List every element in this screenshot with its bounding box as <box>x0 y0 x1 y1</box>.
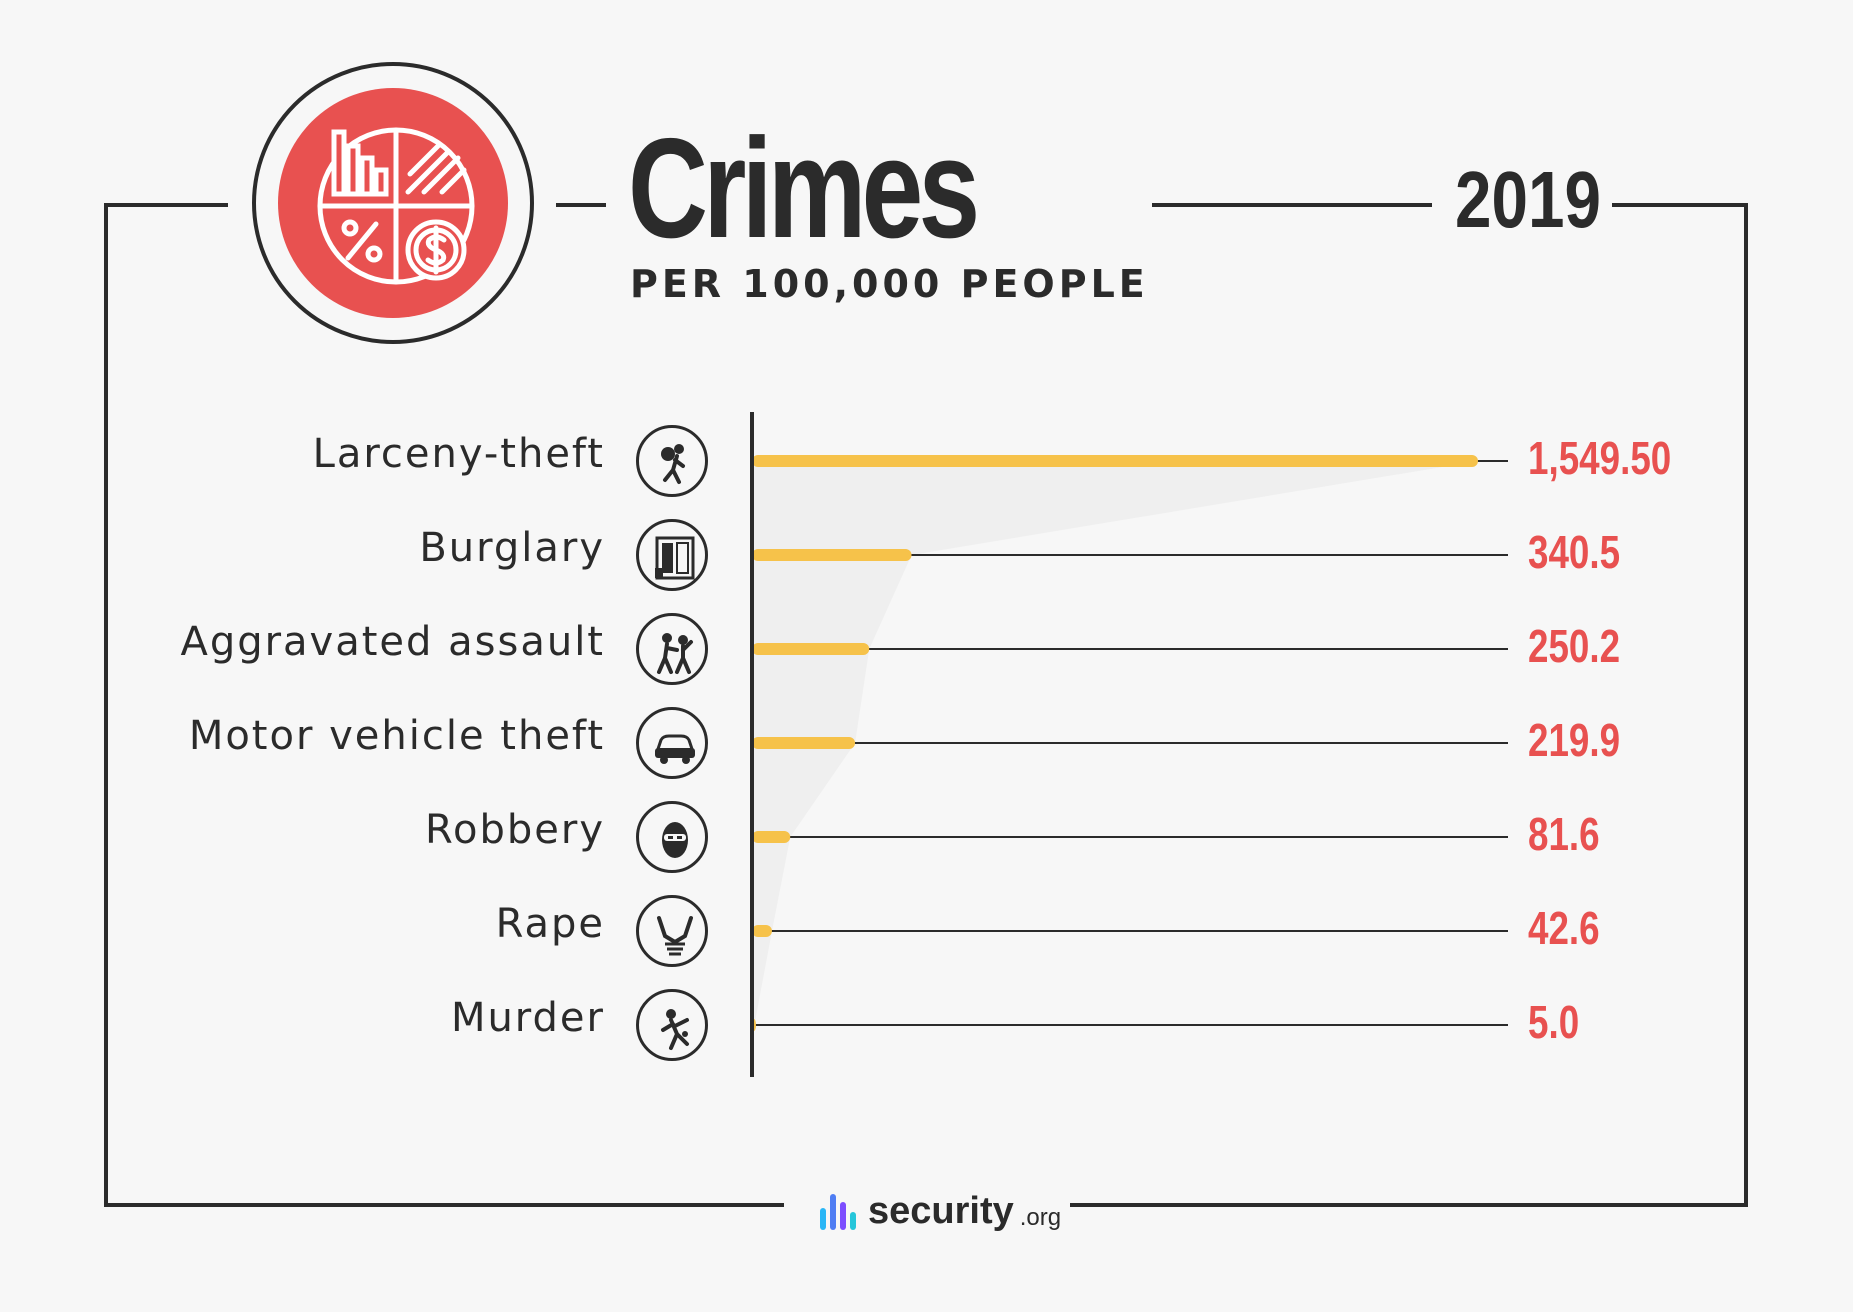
brand-mark-icon <box>820 1194 856 1230</box>
frame-right <box>1744 203 1748 1207</box>
category-label: Larceny-theft <box>312 431 605 477</box>
bar <box>752 643 870 655</box>
victim-icon <box>636 989 708 1061</box>
hands-icon <box>636 895 708 967</box>
category-label: Rape <box>495 901 605 947</box>
brand-name: security <box>868 1190 1014 1232</box>
category-label: Burglary <box>419 525 605 571</box>
bar <box>752 549 912 561</box>
value-label: 1,549.50 <box>1528 432 1672 484</box>
frame-top-right-b <box>1612 203 1748 207</box>
frame-bottom-left <box>104 1203 784 1207</box>
bar <box>752 925 772 937</box>
chart-pie-icon <box>317 127 475 285</box>
page-title: Crimes <box>628 109 980 268</box>
logo-badge <box>278 88 508 318</box>
trend-shade <box>752 461 1478 1025</box>
value-label: 42.6 <box>1528 902 1600 954</box>
crime-stats-logo <box>252 62 534 344</box>
value-label: 81.6 <box>1528 808 1600 860</box>
frame-left <box>104 203 108 1207</box>
value-label: 340.5 <box>1528 526 1621 578</box>
fighting-people-icon <box>636 613 708 685</box>
frame-top-right-a <box>1152 203 1432 207</box>
category-label: Aggravated assault <box>180 619 605 665</box>
value-label: 5.0 <box>1528 996 1580 1048</box>
value-label: 250.2 <box>1528 620 1621 672</box>
thief-running-icon <box>636 425 708 497</box>
car-icon <box>636 707 708 779</box>
frame-bottom-right <box>1070 1203 1748 1207</box>
door-break-in-icon <box>636 519 708 591</box>
category-label: Motor vehicle theft <box>188 713 605 759</box>
value-label: 219.9 <box>1528 714 1621 766</box>
brand-logo: security .org <box>820 1180 1061 1230</box>
frame-top-mid <box>556 203 606 207</box>
bar <box>752 831 791 843</box>
page-subtitle: PER 100,000 PEOPLE <box>630 262 1149 306</box>
frame-top-left <box>104 203 228 207</box>
bar <box>752 455 1478 467</box>
year-label: 2019 <box>1455 155 1601 244</box>
brand-tld: .org <box>1019 1204 1062 1231</box>
bar <box>752 737 856 749</box>
category-label: Robbery <box>425 807 605 853</box>
masked-face-icon <box>636 801 708 873</box>
category-label: Murder <box>450 995 605 1041</box>
